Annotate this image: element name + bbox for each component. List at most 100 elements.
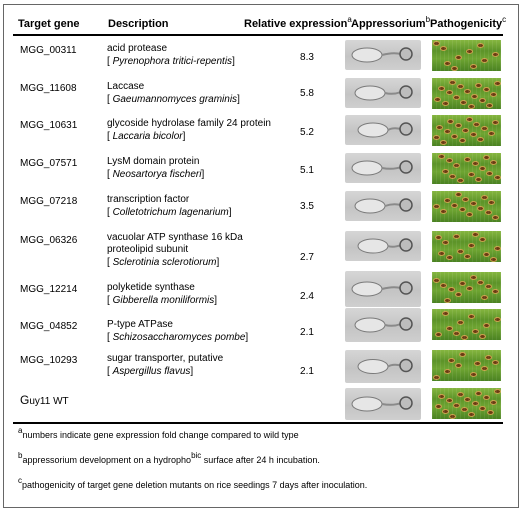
lesion-spot (448, 120, 453, 123)
lesion-spot (436, 333, 441, 336)
lesion-spot (478, 281, 483, 284)
lesion-spot (476, 178, 481, 181)
lesion-spot (469, 315, 474, 318)
lesion-spot (469, 105, 474, 108)
leaf-image (432, 388, 501, 419)
lesion-spot (478, 44, 483, 47)
relative-expression-value: 2.1 (300, 366, 314, 377)
lesion-spot (484, 156, 489, 159)
lesion-spot (460, 353, 465, 356)
lesion-spot (454, 164, 459, 167)
appressorium-image (345, 231, 421, 261)
lesion-spot (465, 158, 470, 161)
appressorium-image (345, 271, 421, 307)
lesion-spot (478, 207, 483, 210)
appressorium-shape (399, 85, 413, 99)
lesion-spot (487, 104, 492, 107)
appressorium-shape (399, 317, 413, 331)
lesion-spot (458, 393, 463, 396)
gene-id: MGG_10293 (20, 355, 78, 366)
lesion-spot (472, 95, 477, 98)
gene-organism: [ Gibberella moniliformis] (107, 295, 218, 306)
lesion-spot (443, 312, 448, 315)
lesion-spot (495, 390, 500, 393)
leaf-image (432, 191, 501, 222)
appressorium-shape (399, 160, 413, 174)
lesion-spot (449, 359, 454, 362)
lesion-spot (441, 47, 446, 50)
lesion-spot (437, 126, 442, 129)
lesion-spot (439, 155, 444, 158)
lesion-spot (473, 330, 478, 333)
lesion-spot (467, 118, 472, 121)
lesion-spot (482, 196, 487, 199)
lesion-spot (482, 59, 487, 62)
conidium-shape (351, 396, 383, 412)
lesion-spot (454, 96, 459, 99)
gene-id: MGG_10631 (20, 120, 78, 131)
lesion-spot (450, 81, 455, 84)
gene-organism: [ Pyrenophora tritici-repentis] (107, 56, 235, 67)
lesion-spot (452, 67, 457, 70)
lesion-spot (493, 216, 498, 219)
lesion-spot (491, 93, 496, 96)
lesion-spot (469, 244, 474, 247)
lesion-spot (454, 332, 459, 335)
lesion-spot (434, 42, 439, 45)
appressorium-micrograph (351, 281, 413, 297)
lesion-spot (458, 85, 463, 88)
leaf-image (432, 350, 501, 381)
lesion-spot (493, 290, 498, 293)
gene-id: MGG_11608 (20, 83, 77, 94)
appressorium-micrograph (354, 85, 413, 101)
lesion-spot (445, 370, 450, 373)
lesion-spot (443, 241, 448, 244)
appressorium-micrograph (351, 396, 413, 412)
lesion-spot (461, 101, 466, 104)
lesion-spot (471, 373, 476, 376)
lesion-spot (465, 398, 470, 401)
gene-description: transcription factor (107, 194, 190, 205)
lesion-spot (439, 87, 444, 90)
lesion-spot (473, 162, 478, 165)
germ-tube-shape (387, 127, 402, 131)
lesion-spot (456, 124, 461, 127)
leaf-image (432, 115, 501, 146)
lesion-spot (473, 402, 478, 405)
gene-organism: [ Laccaria bicolor] (107, 131, 186, 142)
lesion-spot (482, 367, 487, 370)
gene-organism: [ Gaeumannomyces graminis] (107, 94, 240, 105)
relative-expression-value: 2.7 (300, 252, 314, 263)
lesion-spot (454, 235, 459, 238)
lesion-spot (484, 253, 489, 256)
lesion-spot (486, 285, 491, 288)
appressorium-shape (399, 198, 413, 212)
lesion-spot (482, 127, 487, 130)
relative-expression-value: 2.4 (300, 291, 314, 302)
gene-id: MGG_07218 (20, 196, 78, 207)
lesion-spot (469, 413, 474, 416)
lesion-spot (486, 356, 491, 359)
germ-tube-shape (381, 52, 402, 56)
lesion-spot (460, 139, 465, 142)
appressorium-micrograph (357, 122, 413, 138)
lesion-spot (487, 172, 492, 175)
germ-tube-shape (381, 166, 402, 170)
footnote-b: bappressorium development on a hydrophob… (18, 451, 320, 466)
gene-description: sugar transporter, putative (107, 353, 224, 364)
lesion-spot (484, 396, 489, 399)
lesion-spot (463, 129, 468, 132)
appressorium-micrograph (351, 47, 413, 63)
germ-tube-shape (387, 363, 402, 368)
lesion-spot (495, 82, 500, 85)
header-target-gene: Target gene (18, 18, 80, 30)
header-pathogenicity: Pathogenicityc (430, 15, 507, 31)
appressorium-shape (399, 122, 413, 136)
lesion-spot (467, 50, 472, 53)
lesion-spot (491, 401, 496, 404)
lesion-spot (441, 141, 446, 144)
gene-organism: [ Aspergillus flavus] (107, 366, 194, 377)
lesion-spot (482, 296, 487, 299)
lesion-spot (495, 318, 500, 321)
lesion-spot (445, 130, 450, 133)
